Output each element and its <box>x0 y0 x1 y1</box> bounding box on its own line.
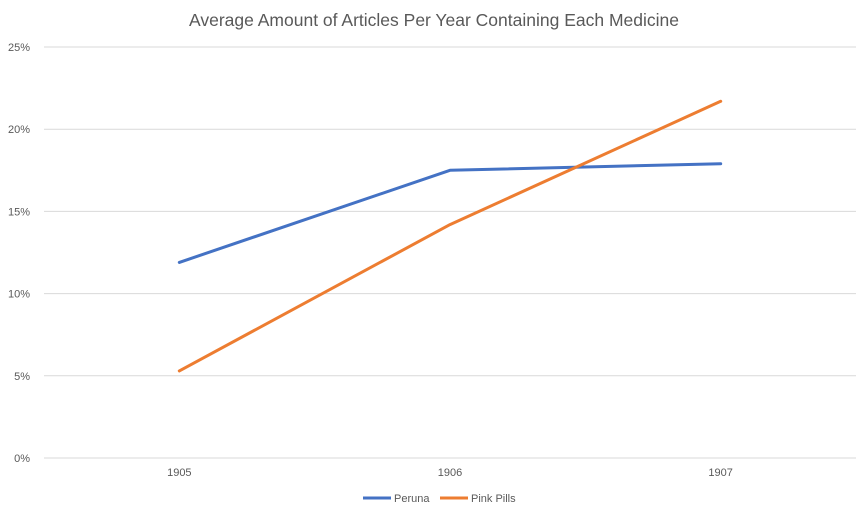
y-axis-ticks: 0% 5% 10% 15% 20% 25% <box>8 42 30 465</box>
chart-title: Average Amount of Articles Per Year Cont… <box>189 10 679 30</box>
legend-label: Pink Pills <box>471 493 516 505</box>
series-lines <box>177 99 723 373</box>
legend: Peruna Pink Pills <box>363 493 516 505</box>
y-tick-label: 25% <box>8 42 30 54</box>
data-point <box>449 223 452 226</box>
data-point <box>719 162 722 165</box>
legend-label: Peruna <box>394 493 430 505</box>
x-tick-label: 1907 <box>708 467 732 479</box>
data-point <box>449 169 452 172</box>
gridlines <box>44 46 856 459</box>
x-tick-label: 1906 <box>438 467 462 479</box>
y-tick-label: 10% <box>8 289 30 301</box>
y-tick-label: 15% <box>8 206 30 218</box>
x-tick-label: 1905 <box>167 467 191 479</box>
y-tick-label: 0% <box>14 453 30 465</box>
data-point <box>178 261 181 264</box>
series-line-1 <box>177 162 723 264</box>
data-point <box>719 100 722 103</box>
data-point <box>178 369 181 372</box>
y-tick-label: 5% <box>14 371 30 383</box>
series-line-2 <box>177 99 723 373</box>
x-axis-ticks: 1905 1906 1907 <box>167 467 733 479</box>
y-tick-label: 20% <box>8 124 30 136</box>
